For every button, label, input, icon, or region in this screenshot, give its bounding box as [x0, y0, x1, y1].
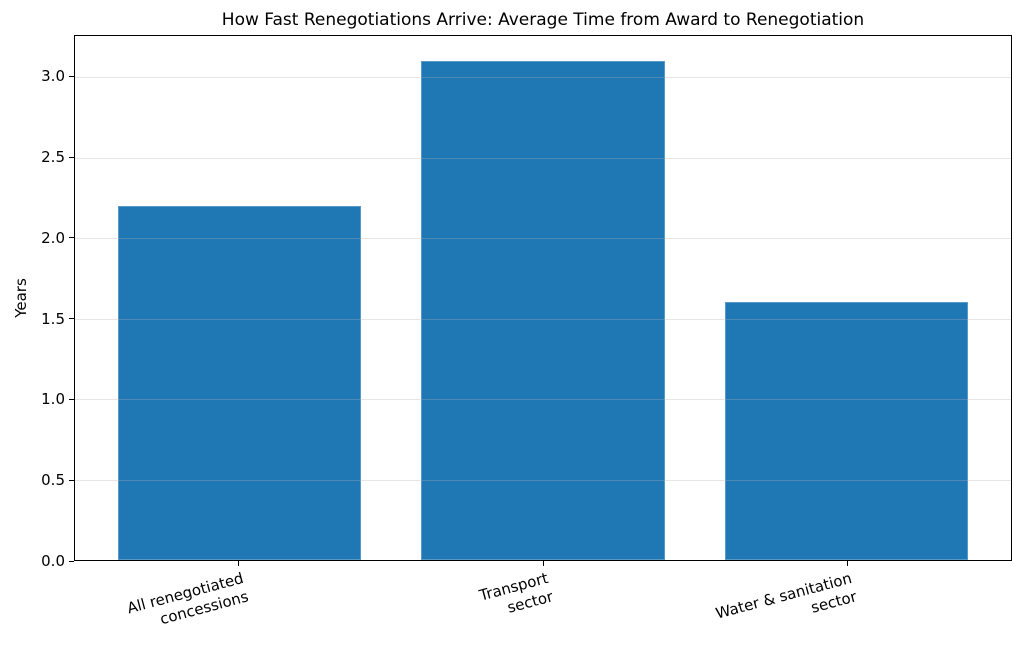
- x-tick-label-2: Transport sector: [477, 569, 555, 624]
- x-tick-label-3: Water & sanitation sector: [714, 569, 859, 642]
- y-tick-mark: [69, 398, 74, 400]
- y-tick-label: 0.5: [41, 471, 65, 490]
- y-tick-mark: [69, 75, 74, 77]
- y-tick-mark: [69, 560, 74, 562]
- gridline-3.0: [75, 77, 1011, 79]
- bar-2: [421, 60, 665, 560]
- x-tick-mark: [542, 561, 544, 566]
- gridline-1.0: [75, 399, 1011, 401]
- gridline-1.5: [75, 318, 1011, 320]
- gridline-2.5: [75, 157, 1011, 159]
- gridline-0.5: [75, 479, 1011, 481]
- y-tick-label: 1.5: [41, 309, 65, 328]
- bar-3: [725, 302, 969, 560]
- bar-1: [117, 205, 361, 560]
- x-tick-mark: [237, 561, 239, 566]
- x-tick-mark: [847, 561, 849, 566]
- y-tick-mark: [69, 156, 74, 158]
- y-tick-mark: [69, 479, 74, 481]
- y-tick-label: 2.5: [41, 148, 65, 166]
- chart-title: How Fast Renegotiations Arrive: Average …: [221, 10, 865, 30]
- y-tick-label: 0.0: [41, 552, 65, 570]
- y-tick-mark: [69, 237, 74, 239]
- x-tick-label-1: All renegotiated concessions: [125, 569, 251, 637]
- y-tick-label: 3.0: [41, 67, 65, 86]
- plot-area: [74, 35, 1012, 561]
- gridline-2.0: [75, 238, 1011, 240]
- y-tick-label: 2.0: [41, 228, 65, 247]
- y-tick-mark: [69, 318, 74, 320]
- y-tick-label: 1.0: [41, 390, 65, 409]
